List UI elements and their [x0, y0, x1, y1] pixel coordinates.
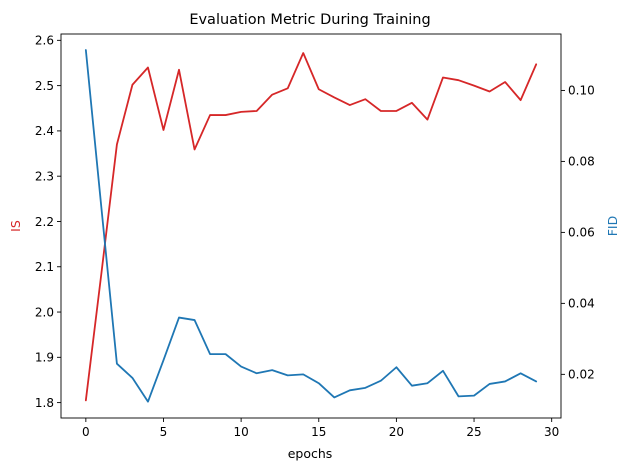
y-tick-label-right: 0.10 [568, 84, 595, 98]
y-tick-label-left: 2.6 [35, 34, 54, 48]
chart-title: Evaluation Metric During Training [189, 12, 430, 28]
y-tick-label-right: 0.06 [568, 226, 595, 240]
series-line-is [84, 52, 538, 402]
y-axis-label-right: FID [605, 216, 620, 237]
y-tick-label-left: 1.9 [35, 351, 54, 365]
x-tick-label: 0 [82, 425, 90, 439]
y-tick-label-right: 0.04 [568, 297, 595, 311]
x-tick-label: 5 [160, 425, 168, 439]
y-tick-label-right: 0.08 [568, 155, 595, 169]
series-line-fid [84, 49, 538, 403]
y-axis-label-left: IS [8, 220, 23, 232]
y-tick-label-left: 2.5 [35, 79, 54, 93]
plot-lines [84, 49, 538, 403]
axes: 0 5 10 15 20 25 30 1.8 1.9 2.0 2.1 2.2 2.3 2.4 2.5 2.6 0… [35, 33, 595, 439]
y-tick-label-right: 0.02 [568, 368, 595, 382]
x-tick-label: 10 [233, 425, 248, 439]
x-tick-label: 25 [466, 425, 481, 439]
x-tick-label: 15 [311, 425, 326, 439]
x-axis-label: epochs [288, 446, 333, 461]
y-tick-label-left: 1.8 [35, 396, 54, 410]
y-tick-label-left: 2.1 [35, 260, 54, 274]
y-tick-label-left: 2.3 [35, 169, 54, 183]
y-tick-label-left: 2.0 [35, 305, 54, 319]
y-tick-label-left: 2.4 [35, 124, 54, 138]
x-tick-label: 20 [389, 425, 404, 439]
x-tick-label: 30 [544, 425, 559, 439]
plot-frame [60, 33, 562, 419]
y-tick-label-left: 2.2 [35, 215, 54, 229]
